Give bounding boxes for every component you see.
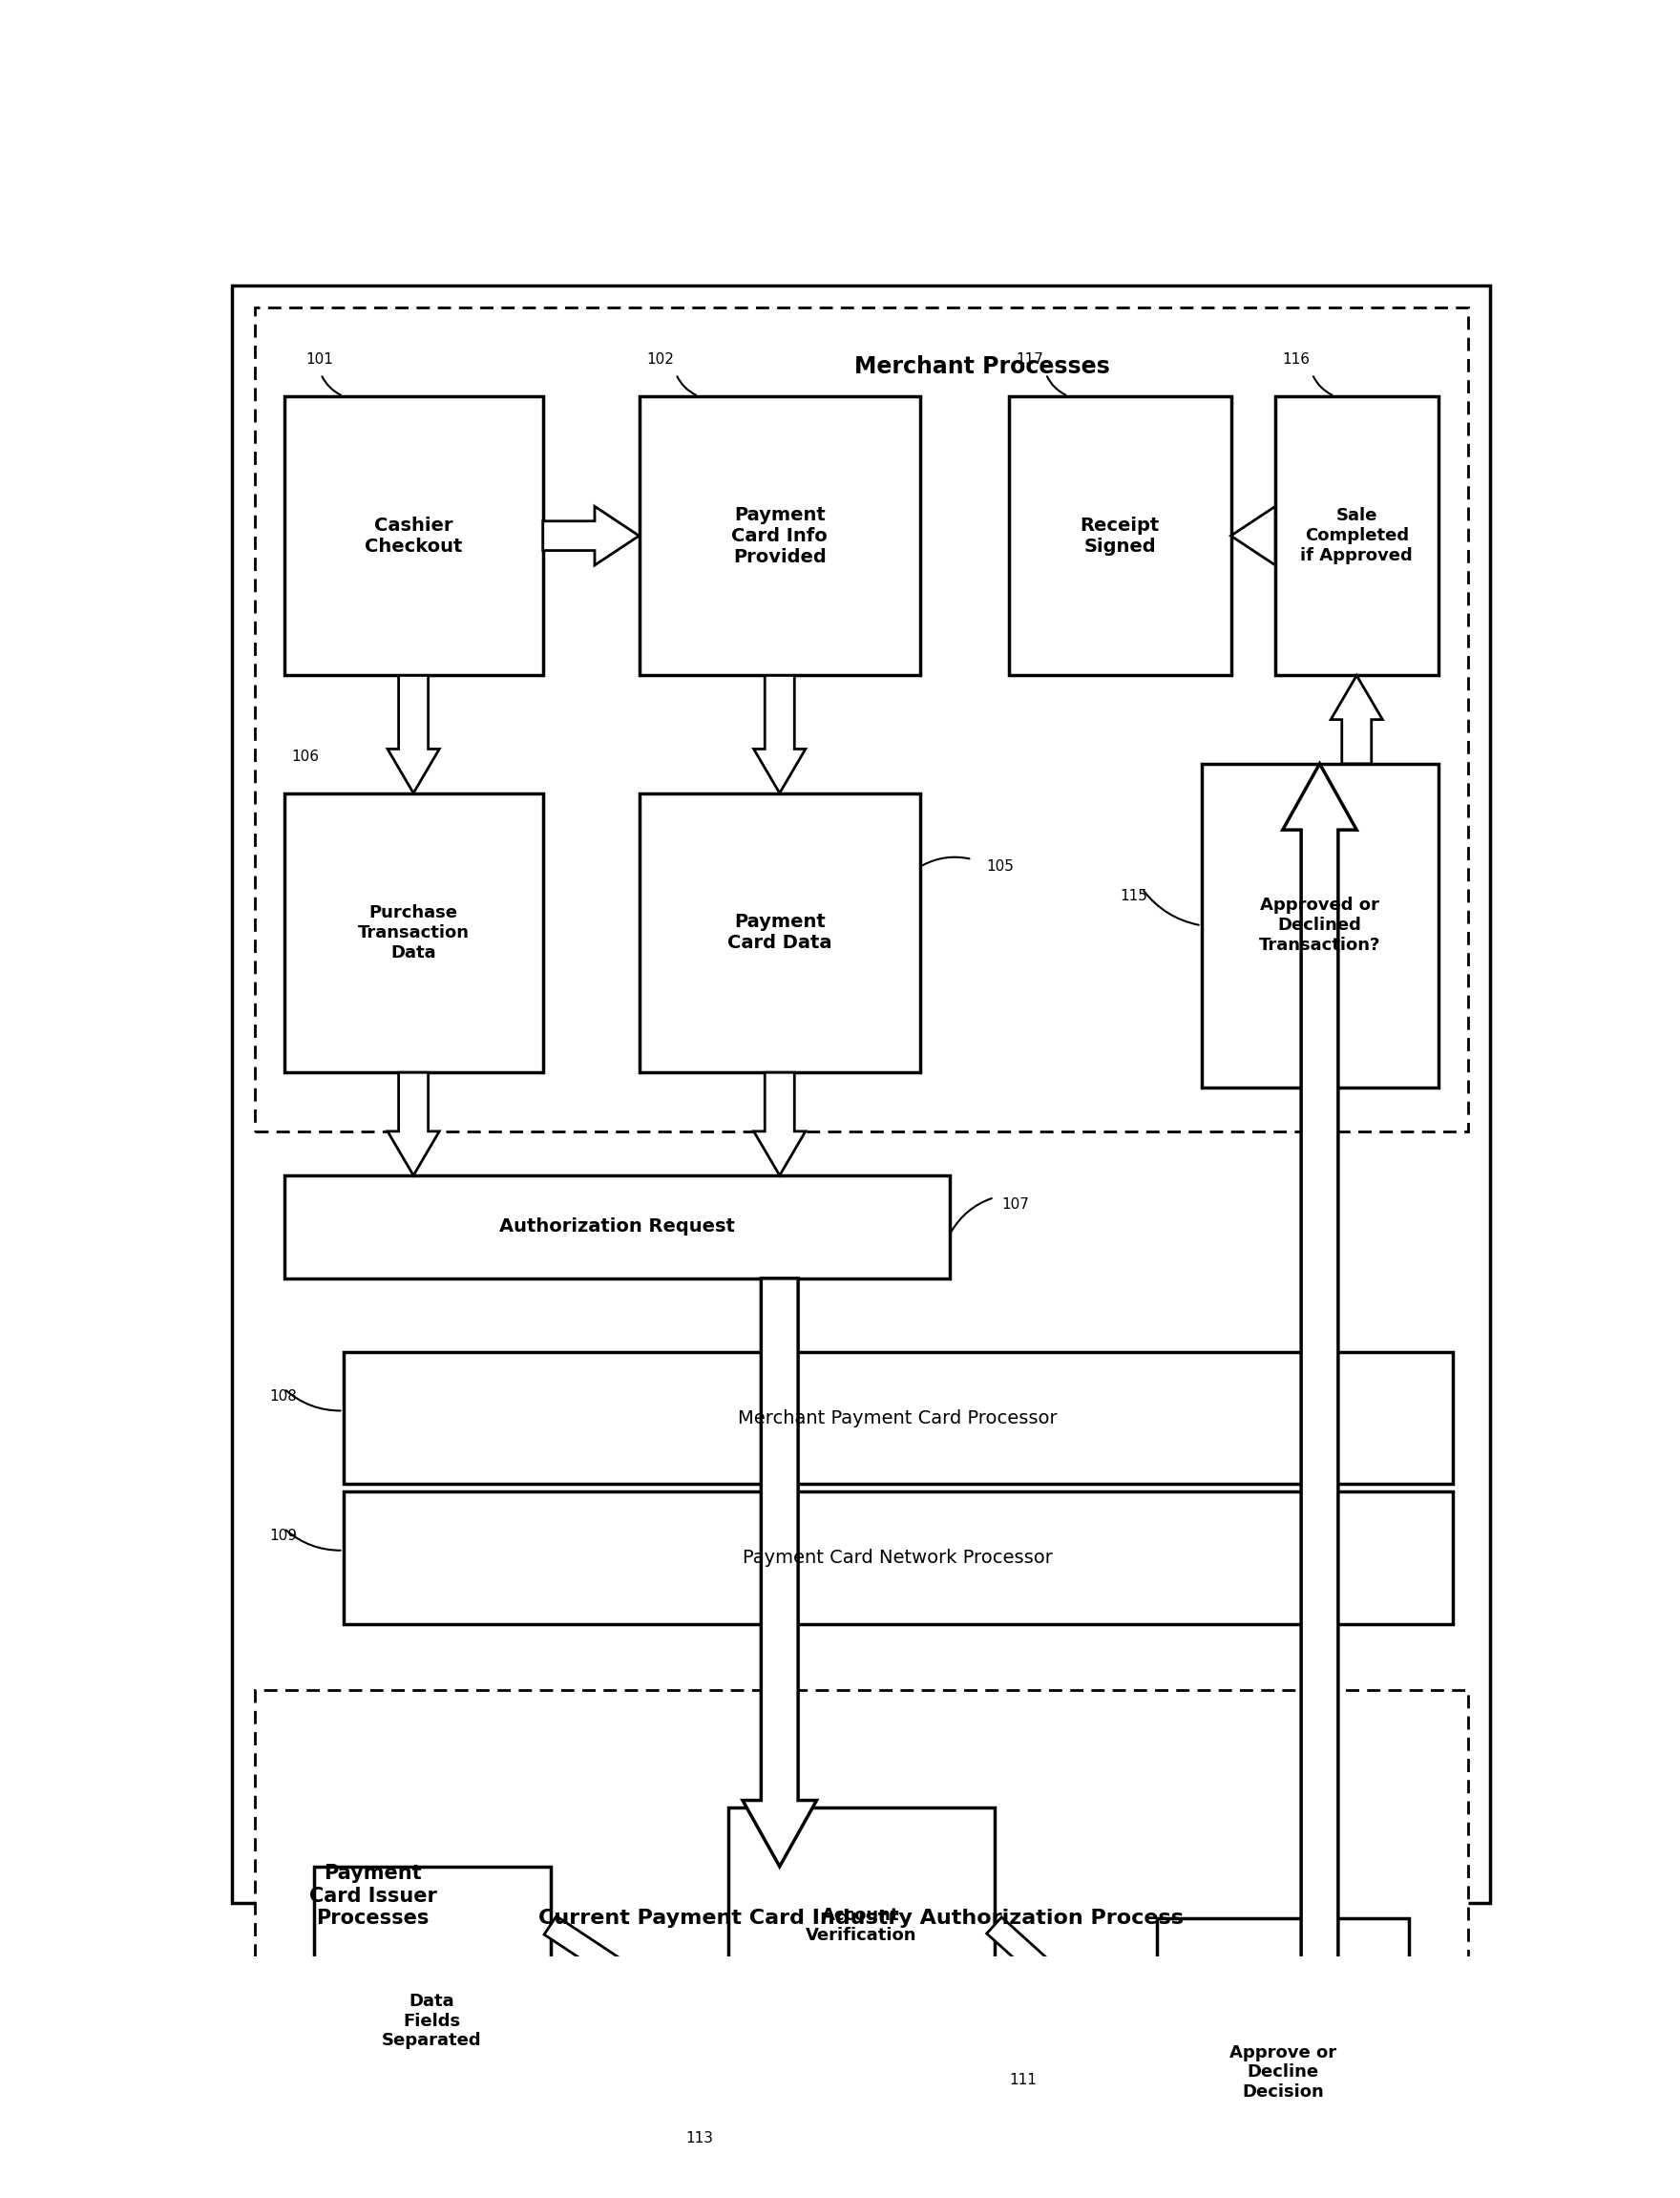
Text: Payment
Card Issuer
Processes: Payment Card Issuer Processes [309, 1864, 437, 1928]
Polygon shape [986, 1917, 1158, 2073]
Text: 115: 115 [1121, 888, 1147, 903]
Bar [727, 2176, 995, 2198]
Polygon shape [388, 675, 440, 793]
Bar [343, 1492, 1453, 1624]
Text: Merchant Payment Card Processor: Merchant Payment Card Processor [738, 1409, 1058, 1427]
Polygon shape [754, 675, 805, 793]
Text: Cashier
Checkout: Cashier Checkout [365, 517, 462, 556]
Text: Data
Fields
Separated: Data Fields Separated [381, 1991, 482, 2049]
Bar [638, 793, 921, 1073]
Text: Merchant Processes: Merchant Processes [855, 356, 1110, 378]
Bar [1158, 1919, 1408, 2198]
Polygon shape [1331, 675, 1383, 763]
Text: Payment Card Network Processor: Payment Card Network Processor [743, 1550, 1053, 1567]
Text: 108: 108 [269, 1389, 297, 1402]
Bar [1201, 763, 1438, 1088]
Text: 101: 101 [306, 352, 334, 367]
Text: Purchase
Transaction
Data: Purchase Transaction Data [358, 903, 469, 961]
Polygon shape [995, 2066, 1166, 2198]
Polygon shape [1231, 506, 1275, 565]
Bar [1010, 396, 1231, 675]
Text: Account
Verification: Account Verification [805, 1908, 917, 1943]
Text: 111: 111 [1010, 2073, 1037, 2086]
Polygon shape [754, 1073, 805, 1176]
Text: 117: 117 [1016, 352, 1043, 367]
Text: Current Payment Card Industry Authorization Process: Current Payment Card Industry Authorizat… [538, 1908, 1184, 1928]
Text: 102: 102 [647, 352, 674, 367]
Text: 116: 116 [1282, 352, 1310, 367]
Bar [343, 1352, 1453, 1484]
Bar [284, 793, 543, 1073]
Polygon shape [388, 1073, 440, 1176]
Polygon shape [743, 1279, 816, 1866]
Bar [284, 1176, 949, 1279]
Bar [254, 1690, 1468, 2198]
Bar [638, 396, 921, 675]
Text: Payment
Card Data: Payment Card Data [727, 912, 832, 952]
Polygon shape [551, 2117, 736, 2198]
Bar [254, 308, 1468, 1132]
Bar [727, 1807, 995, 2042]
Text: Sale
Completed
if Approved: Sale Completed if Approved [1300, 508, 1413, 565]
Text: Receipt
Signed: Receipt Signed [1080, 517, 1159, 556]
Text: 109: 109 [269, 1528, 297, 1543]
Text: Authorization Request: Authorization Request [499, 1218, 734, 1235]
Bar [314, 1866, 551, 2176]
Polygon shape [543, 506, 638, 565]
Polygon shape [1282, 763, 1357, 2198]
Text: Payment
Card Info
Provided: Payment Card Info Provided [731, 506, 828, 565]
Text: Approve or
Decline
Decision: Approve or Decline Decision [1230, 2044, 1336, 2101]
Polygon shape [544, 1917, 727, 2042]
Text: 106: 106 [291, 750, 319, 763]
Text: Approved or
Declined
Transaction?: Approved or Declined Transaction? [1258, 897, 1381, 954]
Text: 113: 113 [685, 2132, 712, 2145]
Text: 105: 105 [986, 859, 1015, 875]
Text: 107: 107 [1001, 1198, 1030, 1211]
Bar [284, 396, 543, 675]
Bar [1275, 396, 1438, 675]
